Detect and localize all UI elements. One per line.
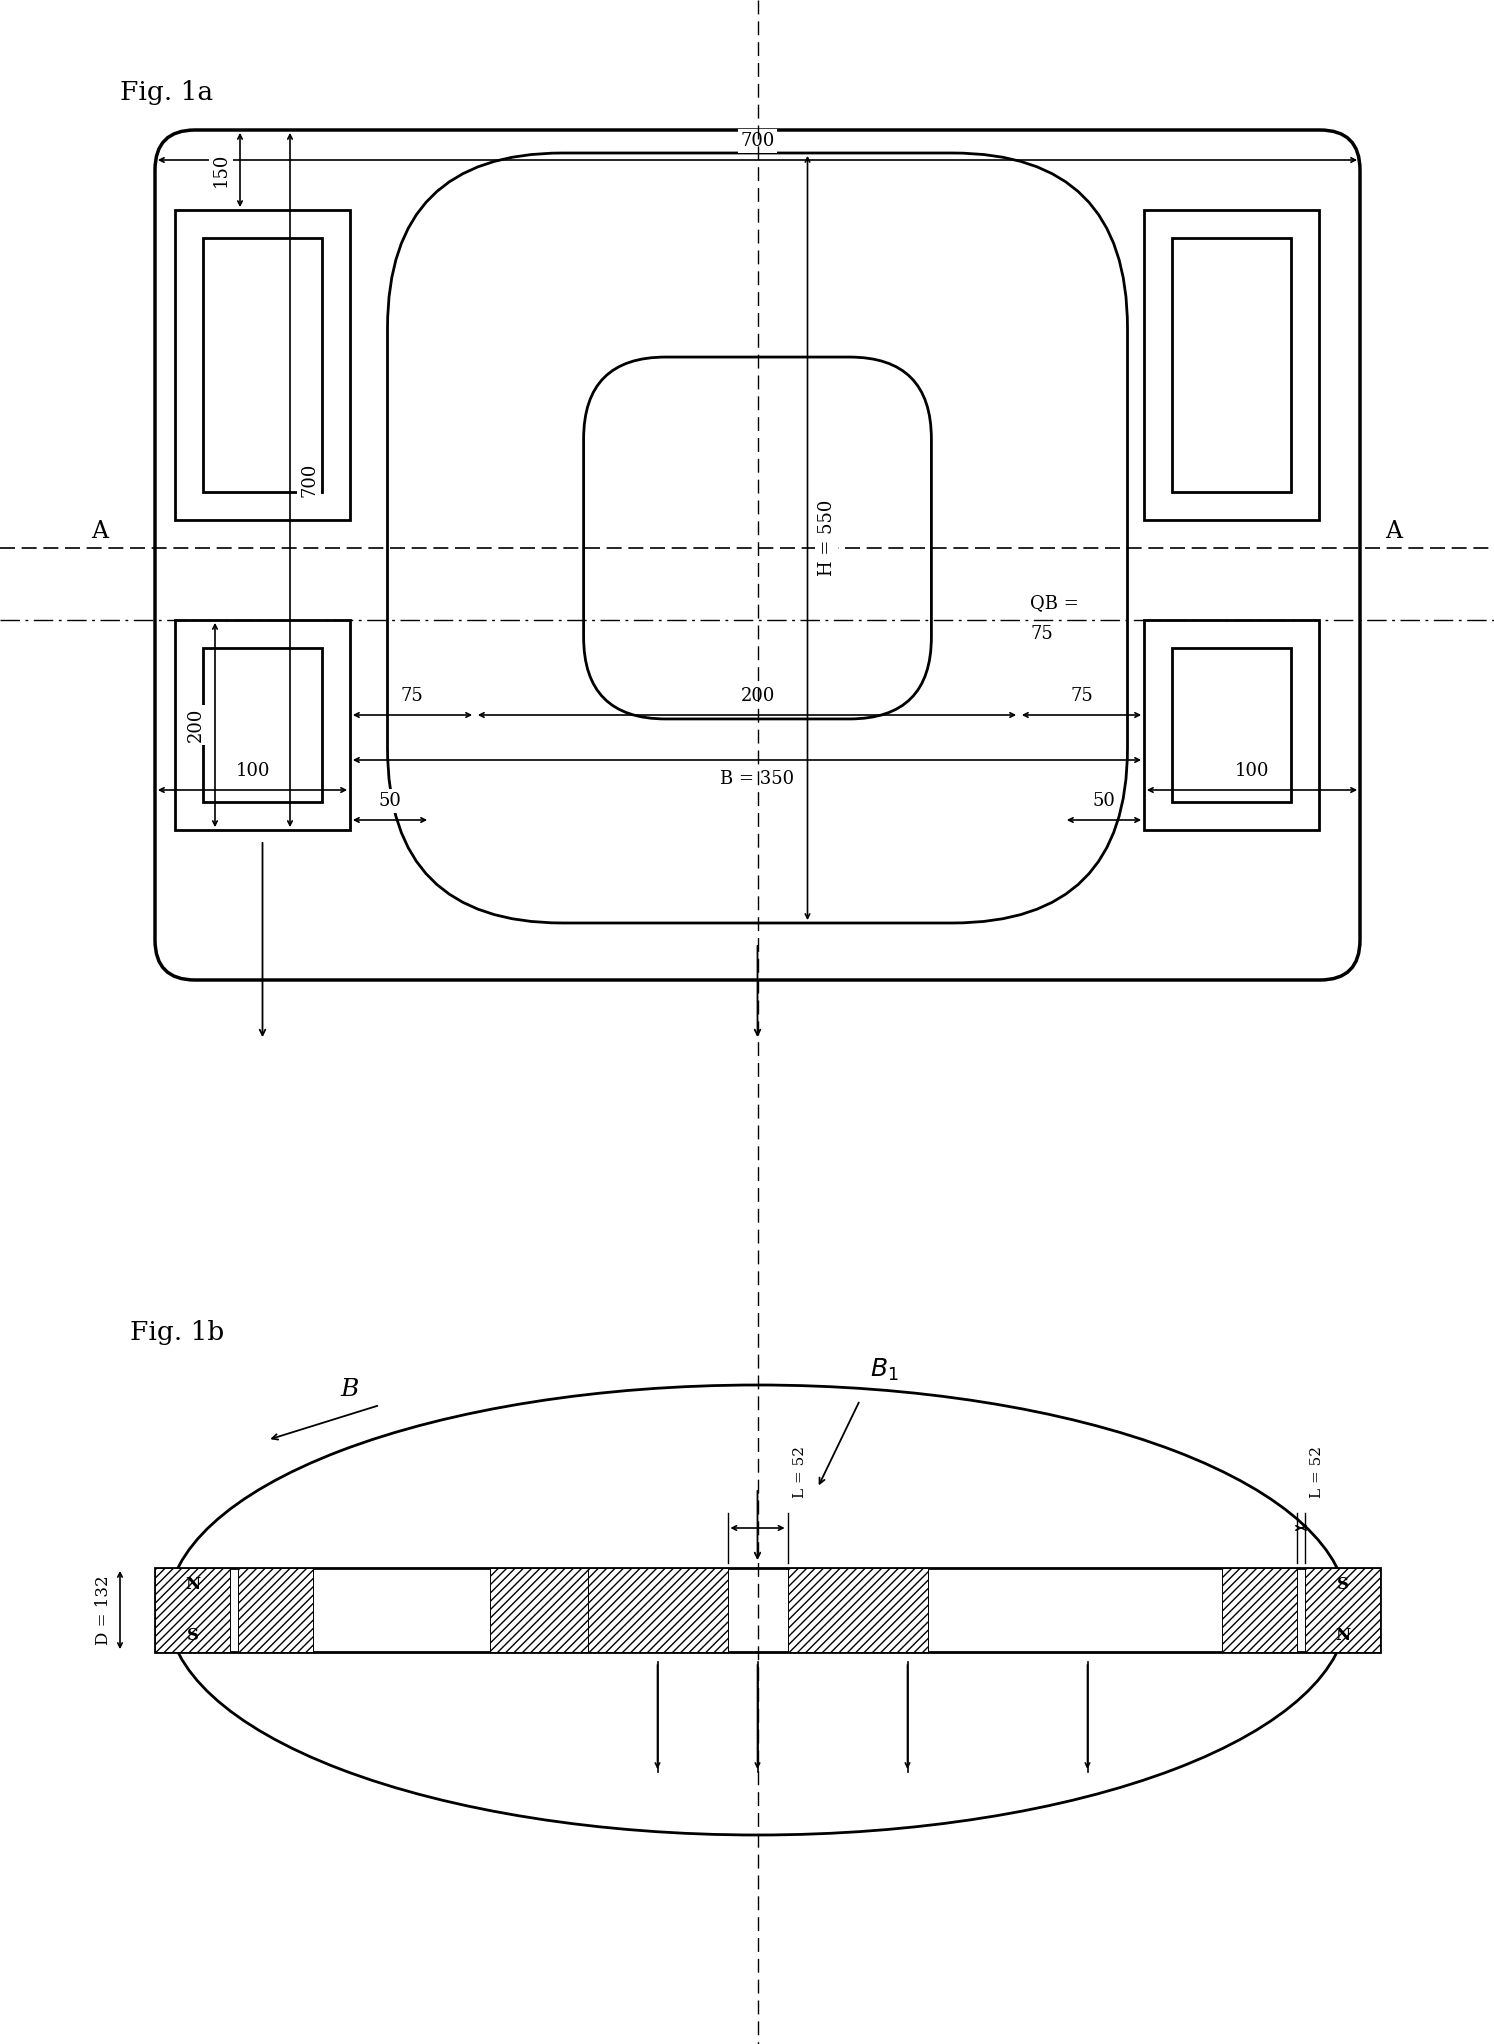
Text: 75: 75 <box>1071 687 1094 705</box>
Text: QB =: QB = <box>1029 595 1079 611</box>
Text: Fig. 1a: Fig. 1a <box>120 80 214 104</box>
Text: N: N <box>185 1576 200 1592</box>
Text: S: S <box>1337 1576 1349 1592</box>
Bar <box>155 1568 230 1652</box>
Text: $B_1$: $B_1$ <box>870 1357 899 1384</box>
Text: B = 350: B = 350 <box>720 771 795 789</box>
Bar <box>203 237 323 493</box>
Bar <box>203 648 323 801</box>
Bar <box>1144 619 1319 830</box>
Text: A: A <box>1385 519 1403 544</box>
Bar <box>1171 648 1291 801</box>
Text: D = 132: D = 132 <box>96 1576 112 1645</box>
Text: 700: 700 <box>741 133 775 149</box>
Text: S: S <box>187 1627 199 1643</box>
Bar <box>587 1568 728 1652</box>
Bar <box>490 1568 630 1652</box>
Text: 75: 75 <box>1029 625 1053 644</box>
Bar <box>787 1568 928 1652</box>
Text: Fig. 1b: Fig. 1b <box>130 1320 224 1345</box>
Bar <box>1304 1568 1380 1652</box>
Text: 50: 50 <box>1092 791 1116 809</box>
Bar <box>1171 237 1291 493</box>
Text: 100: 100 <box>235 762 270 781</box>
Bar <box>175 211 350 519</box>
Text: N: N <box>1336 1627 1351 1643</box>
Text: L = 52: L = 52 <box>792 1445 807 1498</box>
Text: A: A <box>91 519 109 544</box>
Text: 700: 700 <box>300 462 318 497</box>
Text: 50: 50 <box>378 791 402 809</box>
Text: 200: 200 <box>741 687 775 705</box>
Bar <box>175 619 350 830</box>
Text: B: B <box>341 1378 359 1402</box>
Text: L = 52: L = 52 <box>1310 1445 1324 1498</box>
Bar <box>155 1568 1380 1652</box>
Text: 75: 75 <box>400 687 423 705</box>
Bar <box>1222 1568 1297 1652</box>
Text: 100: 100 <box>1234 762 1270 781</box>
Bar <box>1144 211 1319 519</box>
Text: H = 550: H = 550 <box>817 501 835 576</box>
Bar <box>238 1568 314 1652</box>
Text: 150: 150 <box>212 153 230 188</box>
Text: 200: 200 <box>187 707 205 742</box>
